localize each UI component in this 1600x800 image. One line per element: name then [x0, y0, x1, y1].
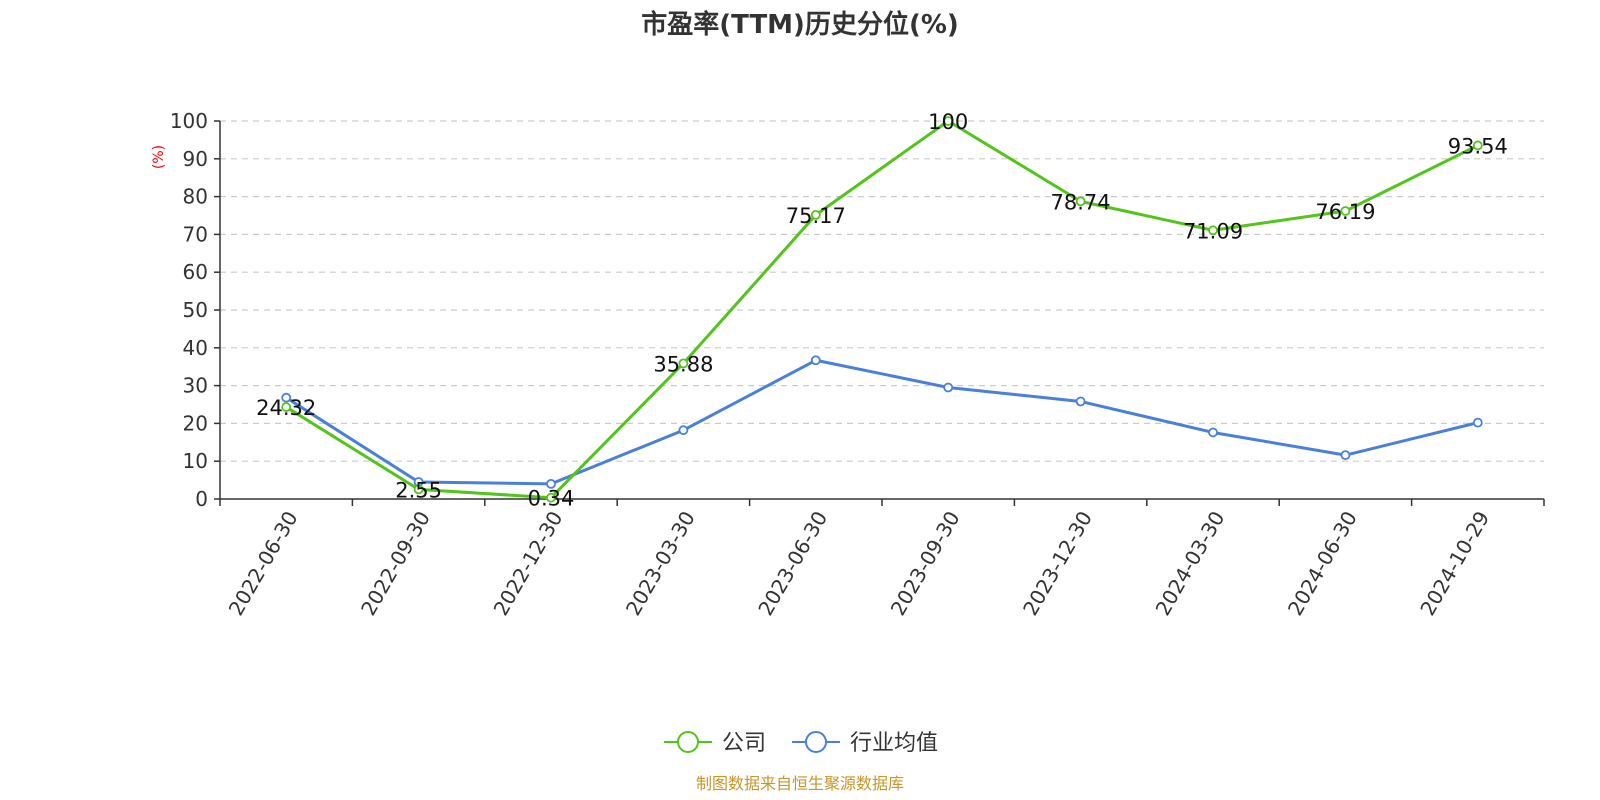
- y-tick-label: 100: [170, 109, 208, 133]
- data-label: 71.09: [1183, 219, 1243, 243]
- legend-label: 公司: [722, 731, 766, 756]
- y-tick-label: 90: [183, 147, 208, 171]
- legend-item-company[interactable]: 公司: [664, 731, 766, 756]
- data-point[interactable]: [1472, 417, 1483, 428]
- x-tick-label: 2023-03-30: [621, 507, 700, 620]
- data-point[interactable]: [943, 382, 954, 393]
- y-tick-label: 0: [195, 487, 208, 511]
- series-line: [285, 358, 1479, 486]
- series-line: [285, 119, 1479, 500]
- y-tick-label: 20: [183, 411, 208, 435]
- data-point[interactable]: [281, 392, 292, 403]
- data-label: 76.19: [1315, 200, 1375, 224]
- legend-marker: [805, 731, 827, 753]
- y-tick-label: 10: [183, 449, 208, 473]
- source-note: 制图数据来自恒生聚源数据库: [696, 774, 904, 793]
- x-tick-label: 2024-03-30: [1150, 507, 1229, 620]
- data-labels: 24.32 2.55 0.34 35.88 75.17 100 78.74 71.09 76.1…: [256, 110, 1508, 511]
- series-layer: [281, 116, 1483, 503]
- x-tick-label: 2022-09-30: [356, 507, 435, 620]
- legend: 公司 行业均值: [664, 731, 938, 756]
- data-point[interactable]: [1208, 427, 1218, 438]
- y-tick-label: 30: [183, 374, 208, 398]
- data-point[interactable]: [810, 355, 821, 366]
- data-point[interactable]: [1340, 450, 1351, 461]
- data-point[interactable]: [281, 402, 292, 412]
- data-point[interactable]: [1472, 140, 1483, 151]
- series-company: [281, 116, 1483, 503]
- data-label: 24.32: [256, 396, 316, 420]
- y-tick-label: 60: [183, 260, 208, 284]
- data-point[interactable]: [413, 484, 424, 495]
- data-point[interactable]: [943, 116, 954, 126]
- x-tick-label: 2022-12-30: [488, 507, 567, 620]
- data-label: 2.55: [395, 478, 442, 502]
- y-tick-label: 80: [183, 185, 208, 209]
- data-point[interactable]: [1075, 396, 1086, 407]
- data-point[interactable]: [810, 209, 821, 220]
- data-label: 78.74: [1051, 190, 1111, 214]
- data-label: 93.54: [1448, 134, 1508, 158]
- data-point[interactable]: [546, 492, 556, 503]
- y-tick-label: 50: [183, 298, 208, 322]
- chart-title: 市盈率(TTM)历史分位(%): [641, 9, 959, 40]
- x-tick-label: 2023-06-30: [753, 507, 832, 620]
- y-tick-label: 40: [183, 336, 208, 360]
- x-tick-label: 2023-12-30: [1018, 507, 1097, 620]
- data-point[interactable]: [678, 425, 689, 436]
- data-point[interactable]: [678, 358, 689, 369]
- data-label: 35.88: [653, 352, 713, 376]
- legend-label: 行业均值: [850, 731, 938, 756]
- x-tick-label: 2024-10-29: [1415, 507, 1494, 620]
- legend-marker: [677, 731, 699, 753]
- x-tick-label: 2024-06-30: [1283, 507, 1362, 620]
- data-point[interactable]: [1075, 196, 1086, 207]
- data-point[interactable]: [1208, 225, 1218, 236]
- data-label: 100: [928, 110, 968, 134]
- legend-item-industry-average[interactable]: 行业均值: [792, 731, 938, 756]
- x-tick-label: 2023-09-30: [886, 507, 965, 620]
- grid-lines: [220, 120, 1544, 462]
- data-point[interactable]: [1340, 206, 1351, 216]
- data-label: 75.17: [786, 204, 846, 228]
- data-label: 0.34: [528, 487, 575, 511]
- data-point[interactable]: [546, 478, 556, 489]
- x-tick-label: 2022-06-30: [224, 507, 303, 620]
- series-industry-average: [281, 355, 1483, 489]
- y-axis-label: (%): [151, 145, 167, 169]
- y-tick-label: 70: [183, 222, 208, 246]
